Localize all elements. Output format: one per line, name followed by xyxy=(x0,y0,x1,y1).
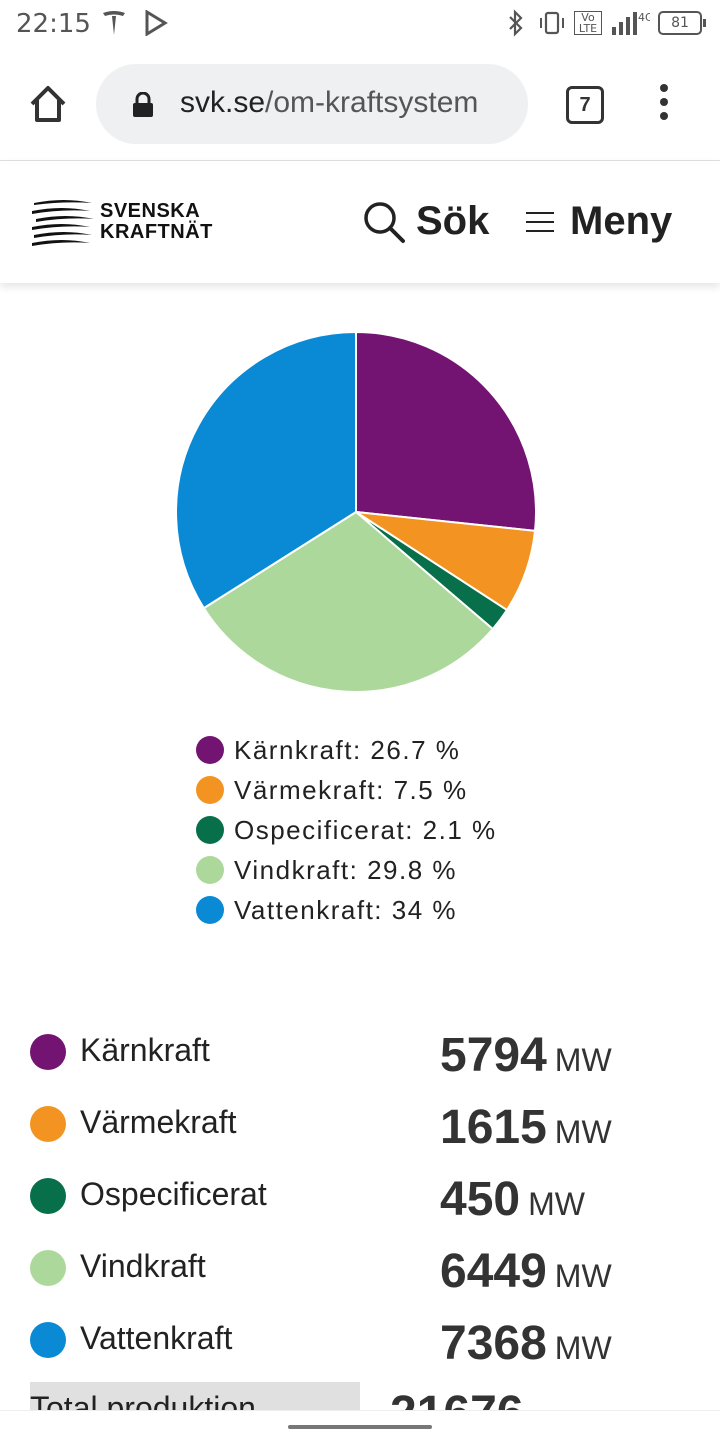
url-path: /om-kraftsystem xyxy=(265,86,479,119)
address-bar[interactable]: svk.se/om-kraftsystem xyxy=(96,64,528,144)
production-table: Kärnkraft 5794 MW Värmekraft 1615 MW Ospec… xyxy=(30,1016,690,1376)
status-bar: 22:15 Vo LTE 4G 81 xyxy=(0,0,720,48)
bluetooth-icon xyxy=(502,8,530,38)
legend-item: Vattenkraft: 34 % xyxy=(196,890,497,930)
total-value: 21676 xyxy=(390,1386,523,1412)
production-pie-chart xyxy=(175,330,537,693)
signal-icon: 4G xyxy=(610,8,650,38)
tab-switcher-button[interactable]: 7 xyxy=(566,86,604,124)
legend-swatch xyxy=(196,856,224,884)
total-label-background xyxy=(30,1382,360,1412)
row-value: 450 MW xyxy=(440,1172,585,1227)
row-number: 6449 xyxy=(440,1245,547,1298)
row-unit: MW xyxy=(554,1258,612,1294)
hamburger-icon xyxy=(526,205,554,239)
browser-menu-icon[interactable] xyxy=(652,84,676,124)
pie-slice-kärnkraft[interactable] xyxy=(355,330,537,532)
network-type: 4G xyxy=(638,11,650,24)
url-text: svk.se/om-kraftsystem xyxy=(180,86,478,120)
row-number: 1615 xyxy=(440,1101,547,1154)
row-unit: MW xyxy=(528,1186,585,1222)
home-gesture-handle[interactable] xyxy=(288,1425,432,1429)
row-value: 6449 MW xyxy=(440,1244,612,1299)
vattenkraft-dot xyxy=(30,1322,66,1358)
row-number: 5794 xyxy=(440,1029,547,1082)
row-label: Ospecificerat xyxy=(80,1176,267,1212)
menu-button[interactable]: Meny xyxy=(526,199,672,244)
status-time: 22:15 xyxy=(16,9,91,39)
vibrate-icon xyxy=(538,8,566,38)
table-row: Vindkraft 6449 MW xyxy=(30,1232,690,1304)
row-value: 5794 MW xyxy=(440,1028,612,1083)
legend-swatch xyxy=(196,776,224,804)
legend-label: Kärnkraft: 26.7 % xyxy=(234,734,461,765)
search-label: Sök xyxy=(416,199,490,243)
browser-toolbar: svk.se/om-kraftsystem 7 xyxy=(0,48,720,161)
legend-label: Ospecificerat: 2.1 % xyxy=(234,814,497,845)
karnkraft-dot xyxy=(30,1034,66,1070)
row-value: 1615 MW xyxy=(440,1100,612,1155)
legend-swatch xyxy=(196,816,224,844)
row-unit: MW xyxy=(554,1114,612,1150)
table-row: Vattenkraft 7368 MW xyxy=(30,1304,690,1376)
row-label: Vindkraft xyxy=(80,1248,206,1284)
volte-icon: Vo LTE xyxy=(574,8,602,38)
logo-text: SVENSKA KRAFTNÄT xyxy=(100,201,213,243)
row-unit: MW xyxy=(554,1042,612,1078)
svenska-kraftnat-logo[interactable]: SVENSKA KRAFTNÄT xyxy=(30,195,213,251)
row-number: 7368 xyxy=(440,1317,547,1370)
legend-item: Värmekraft: 7.5 % xyxy=(196,770,497,810)
ospecificerat-dot xyxy=(30,1178,66,1214)
total-label: Total produktion xyxy=(30,1390,256,1412)
pie-slice-vattenkraft[interactable] xyxy=(175,330,357,610)
menu-label: Meny xyxy=(570,199,673,243)
vindkraft-dot xyxy=(30,1250,66,1286)
legend-label: Värmekraft: 7.5 % xyxy=(234,774,468,805)
legend-item: Kärnkraft: 26.7 % xyxy=(196,730,497,770)
system-navigation-bar xyxy=(0,1410,720,1441)
legend-item: Vindkraft: 29.8 % xyxy=(196,850,497,890)
url-domain: svk.se xyxy=(180,86,266,119)
row-label: Vattenkraft xyxy=(80,1320,233,1356)
table-row: Värmekraft 1615 MW xyxy=(30,1088,690,1160)
total-row: Total produktion 21676 xyxy=(30,1382,690,1412)
legend-swatch xyxy=(196,896,224,924)
table-row: Kärnkraft 5794 MW xyxy=(30,1016,690,1088)
table-row: Ospecificerat 450 MW xyxy=(30,1160,690,1232)
row-value: 7368 MW xyxy=(440,1316,612,1371)
varmekraft-dot xyxy=(30,1106,66,1142)
lock-icon xyxy=(132,91,154,118)
search-button[interactable]: Sök xyxy=(362,199,489,244)
legend-swatch xyxy=(196,736,224,764)
tesla-icon xyxy=(100,8,128,38)
legend-label: Vindkraft: 29.8 % xyxy=(234,854,458,885)
site-header: SVENSKA KRAFTNÄT Sök Meny xyxy=(0,161,720,283)
logo-line2: KRAFTNÄT xyxy=(100,221,213,243)
battery-icon: 81 xyxy=(658,11,706,35)
row-label: Värmekraft xyxy=(80,1104,237,1140)
row-label: Kärnkraft xyxy=(80,1032,210,1068)
logo-line1: SVENSKA xyxy=(100,200,201,222)
legend-item: Ospecificerat: 2.1 % xyxy=(196,810,497,850)
pie-slice-vindkraft[interactable] xyxy=(202,510,495,693)
logo-mark-icon xyxy=(32,200,94,246)
legend-label: Vattenkraft: 34 % xyxy=(234,894,458,925)
play-store-icon xyxy=(142,8,170,38)
row-unit: MW xyxy=(554,1330,612,1366)
search-icon xyxy=(364,201,405,243)
row-number: 450 xyxy=(440,1173,521,1226)
pie-legend: Kärnkraft: 26.7 % Värmekraft: 7.5 % Ospe… xyxy=(196,730,497,930)
home-icon[interactable] xyxy=(26,82,70,126)
